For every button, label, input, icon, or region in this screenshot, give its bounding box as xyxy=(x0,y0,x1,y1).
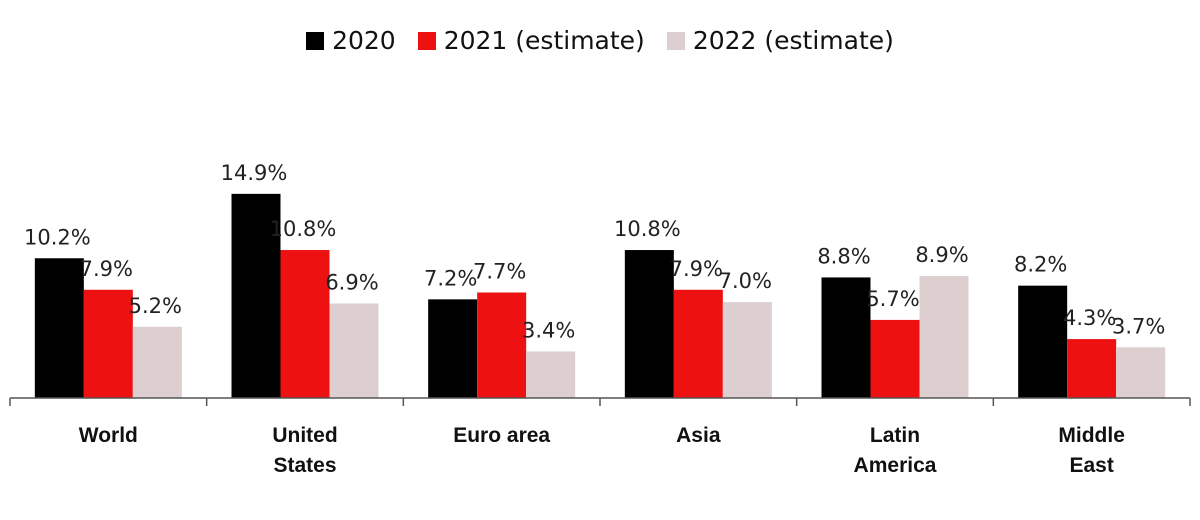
bar-5-2 xyxy=(1116,347,1166,398)
value-label-2-0: 7.2% xyxy=(424,266,477,290)
bars-group xyxy=(34,193,1166,398)
category-label-2-line-0: Euro area xyxy=(453,424,550,447)
bar-3-0 xyxy=(624,250,674,398)
value-label-1-2: 6.9% xyxy=(325,270,378,294)
bar-2-0 xyxy=(428,299,478,398)
bar-4-1 xyxy=(870,319,920,398)
value-label-2-1: 7.7% xyxy=(473,260,526,284)
category-label-1-line-0: United xyxy=(272,424,337,447)
category-label-0-line-0: World xyxy=(79,424,138,447)
legend-item-0: 2020 xyxy=(306,26,396,55)
legend-swatch-1 xyxy=(417,31,436,50)
category-label-5-line-0: Middle xyxy=(1058,424,1125,447)
legend-swatch-2 xyxy=(666,31,685,50)
bar-4-0 xyxy=(821,277,871,398)
value-label-1-1: 10.8% xyxy=(270,217,337,241)
bar-0-0 xyxy=(34,258,84,398)
value-label-4-1: 5.7% xyxy=(866,287,919,311)
bar-3-2 xyxy=(722,302,772,398)
bar-2-2 xyxy=(526,351,576,398)
x-axis-ticks-group xyxy=(9,398,1191,406)
value-label-3-0: 10.8% xyxy=(614,217,681,241)
bar-3-1 xyxy=(673,289,723,398)
value-label-3-2: 7.0% xyxy=(719,269,772,293)
value-label-3-1: 7.9% xyxy=(670,257,723,281)
legend-label-1: 2021 (estimate) xyxy=(443,26,645,55)
value-label-0-0: 10.2% xyxy=(24,225,91,249)
category-label-5-line-1: East xyxy=(1069,454,1113,477)
value-label-0-1: 7.9% xyxy=(80,257,133,281)
bar-1-0 xyxy=(231,193,281,398)
value-label-5-1: 4.3% xyxy=(1063,306,1116,330)
legend-swatch-0 xyxy=(306,31,325,50)
value-label-4-2: 8.9% xyxy=(915,243,968,267)
value-label-2-2: 3.4% xyxy=(522,318,575,342)
legend-item-2: 2022 (estimate) xyxy=(666,26,894,55)
bar-0-2 xyxy=(132,326,182,398)
value-label-4-0: 8.8% xyxy=(817,244,870,268)
legend-item-1: 2021 (estimate) xyxy=(417,26,645,55)
value-label-5-0: 8.2% xyxy=(1014,253,1067,277)
value-label-0-2: 5.2% xyxy=(129,294,182,318)
category-label-1-line-1: States xyxy=(273,454,336,477)
bar-2-1 xyxy=(477,292,527,398)
bar-5-0 xyxy=(1018,285,1068,398)
legend-label-0: 2020 xyxy=(332,26,396,55)
category-label-4-line-1: America xyxy=(854,454,937,477)
value-label-1-0: 14.9% xyxy=(221,161,288,185)
bar-1-1 xyxy=(280,250,330,398)
bar-4-2 xyxy=(919,276,969,398)
legend: 2020 2021 (estimate) 2022 (estimate) xyxy=(0,26,1200,55)
value-label-5-2: 3.7% xyxy=(1112,314,1165,338)
legend-label-2: 2022 (estimate) xyxy=(692,26,894,55)
value-labels-group: 10.2% 7.9% 5.2% 14.9% 10.8% 6.9% 7.2%7.7% 3.4% 1… xyxy=(24,161,1165,343)
category-label-3-line-0: Asia xyxy=(676,424,721,447)
bar-1-2 xyxy=(329,303,379,398)
bar-0-1 xyxy=(83,289,133,398)
bar-5-1 xyxy=(1067,339,1117,398)
category-labels-group: World United States Euro area Asia Latin Ameri… xyxy=(79,424,1125,477)
category-label-4-line-0: Latin xyxy=(870,424,920,447)
